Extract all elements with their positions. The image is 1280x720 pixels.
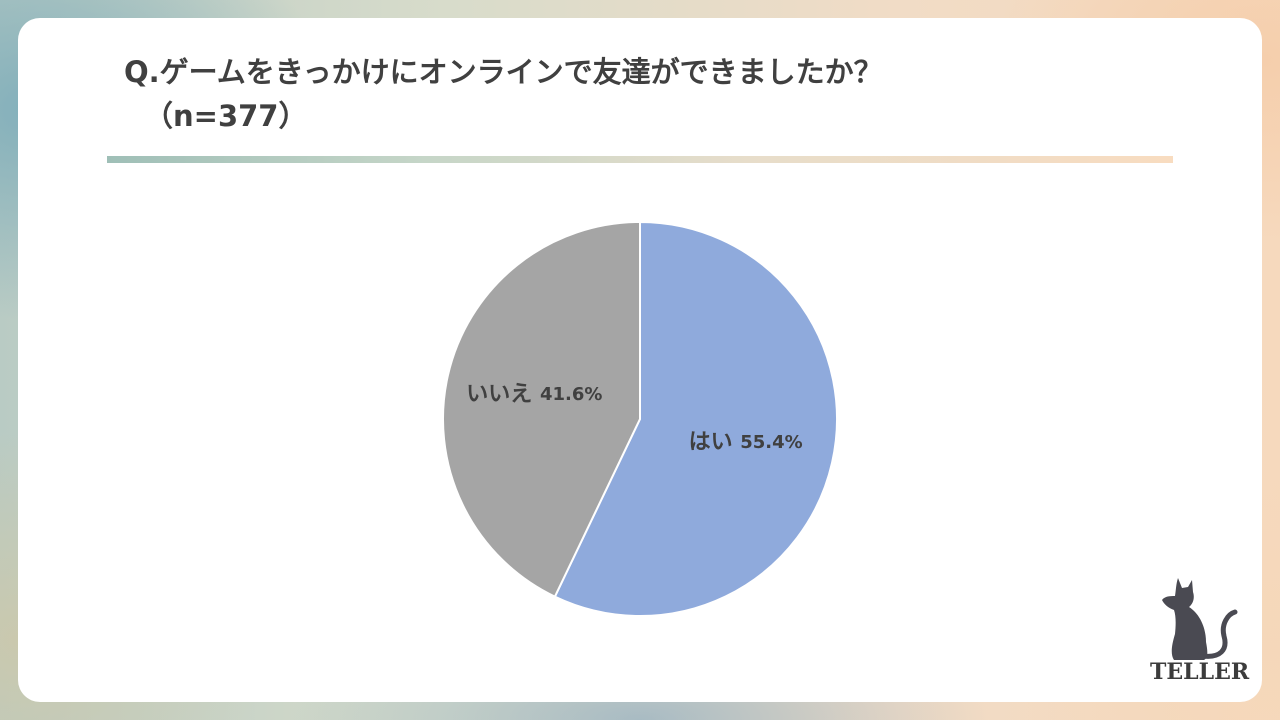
question-text: Q.ゲームをきっかけにオンラインで友達ができましたか？ bbox=[124, 55, 883, 89]
title-divider bbox=[107, 156, 1173, 163]
slice-category-label: いいえ bbox=[466, 382, 540, 407]
pie-slice-0 bbox=[553, 220, 838, 617]
slice-value-label: 41.6% bbox=[540, 384, 602, 405]
pie-slice-1 bbox=[442, 220, 641, 598]
pie-slice-label-1: いいえ 41.6% bbox=[466, 382, 602, 407]
cat-silhouette-icon bbox=[1162, 578, 1238, 660]
sample-size: （n=377） bbox=[144, 99, 308, 133]
slice-value-label: 55.4% bbox=[740, 432, 802, 453]
slice-category-label: はい bbox=[689, 430, 741, 455]
chart-title: Q.ゲームをきっかけにオンラインで友達ができましたか？ （n=377） bbox=[124, 50, 883, 138]
brand-logo-text: TELLER bbox=[1150, 659, 1250, 685]
pie-slice-label-0: はい 55.4% bbox=[689, 430, 803, 455]
